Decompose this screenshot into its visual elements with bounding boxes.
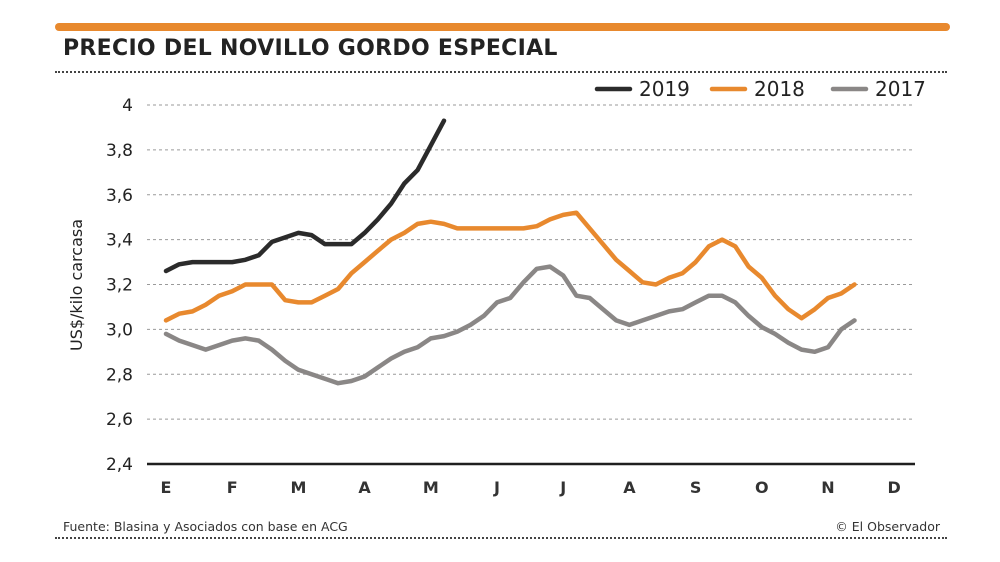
x-tick-label: S xyxy=(690,478,702,497)
series-line-2017 xyxy=(163,264,857,386)
title-divider xyxy=(55,71,947,73)
y-tick-label: 3,8 xyxy=(106,141,133,161)
x-tick-label: J xyxy=(559,478,566,497)
y-tick-label: 4 xyxy=(122,96,133,116)
legend-label-2017: 2017 xyxy=(875,77,926,101)
legend: 2019 2018 2017 xyxy=(594,77,926,101)
x-tick-label: M xyxy=(290,478,306,497)
y-tick-label: 2,6 xyxy=(106,410,133,430)
source-note: Fuente: Blasina y Asociados con base en … xyxy=(63,519,348,534)
gridlines xyxy=(147,104,915,466)
x-tick-label: A xyxy=(623,478,636,497)
series-lines xyxy=(163,118,857,386)
series-line-2019 xyxy=(163,118,447,274)
y-tick-label: 3,4 xyxy=(106,231,133,251)
footer-divider xyxy=(55,537,947,539)
legend-label-2018: 2018 xyxy=(754,77,805,101)
x-tick-label: E xyxy=(161,478,172,497)
y-tick-label: 3,0 xyxy=(106,320,133,340)
y-tick-label: 2,8 xyxy=(106,365,133,385)
accent-bar xyxy=(55,23,950,31)
y-axis-ticks: 4 3,8 3,6 3,4 3,2 3,0 2,8 2,6 2,4 xyxy=(106,96,133,475)
x-tick-label: F xyxy=(227,478,238,497)
y-tick-label: 3,2 xyxy=(106,276,133,296)
chart-title: PRECIO DEL NOVILLO GORDO ESPECIAL xyxy=(63,36,558,61)
y-tick-label: 2,4 xyxy=(106,455,133,475)
x-tick-label: D xyxy=(888,478,901,497)
y-tick-label: 3,6 xyxy=(106,186,133,206)
legend-label-2019: 2019 xyxy=(639,77,690,101)
credit-note: © El Observador xyxy=(835,519,940,534)
x-tick-label: O xyxy=(755,478,769,497)
x-tick-label: N xyxy=(821,478,834,497)
y-axis-label: US$/kilo carcasa xyxy=(67,219,86,351)
x-tick-label: A xyxy=(358,478,371,497)
x-tick-label: J xyxy=(493,478,500,497)
series-line-2018 xyxy=(163,210,857,323)
x-tick-label: M xyxy=(423,478,439,497)
